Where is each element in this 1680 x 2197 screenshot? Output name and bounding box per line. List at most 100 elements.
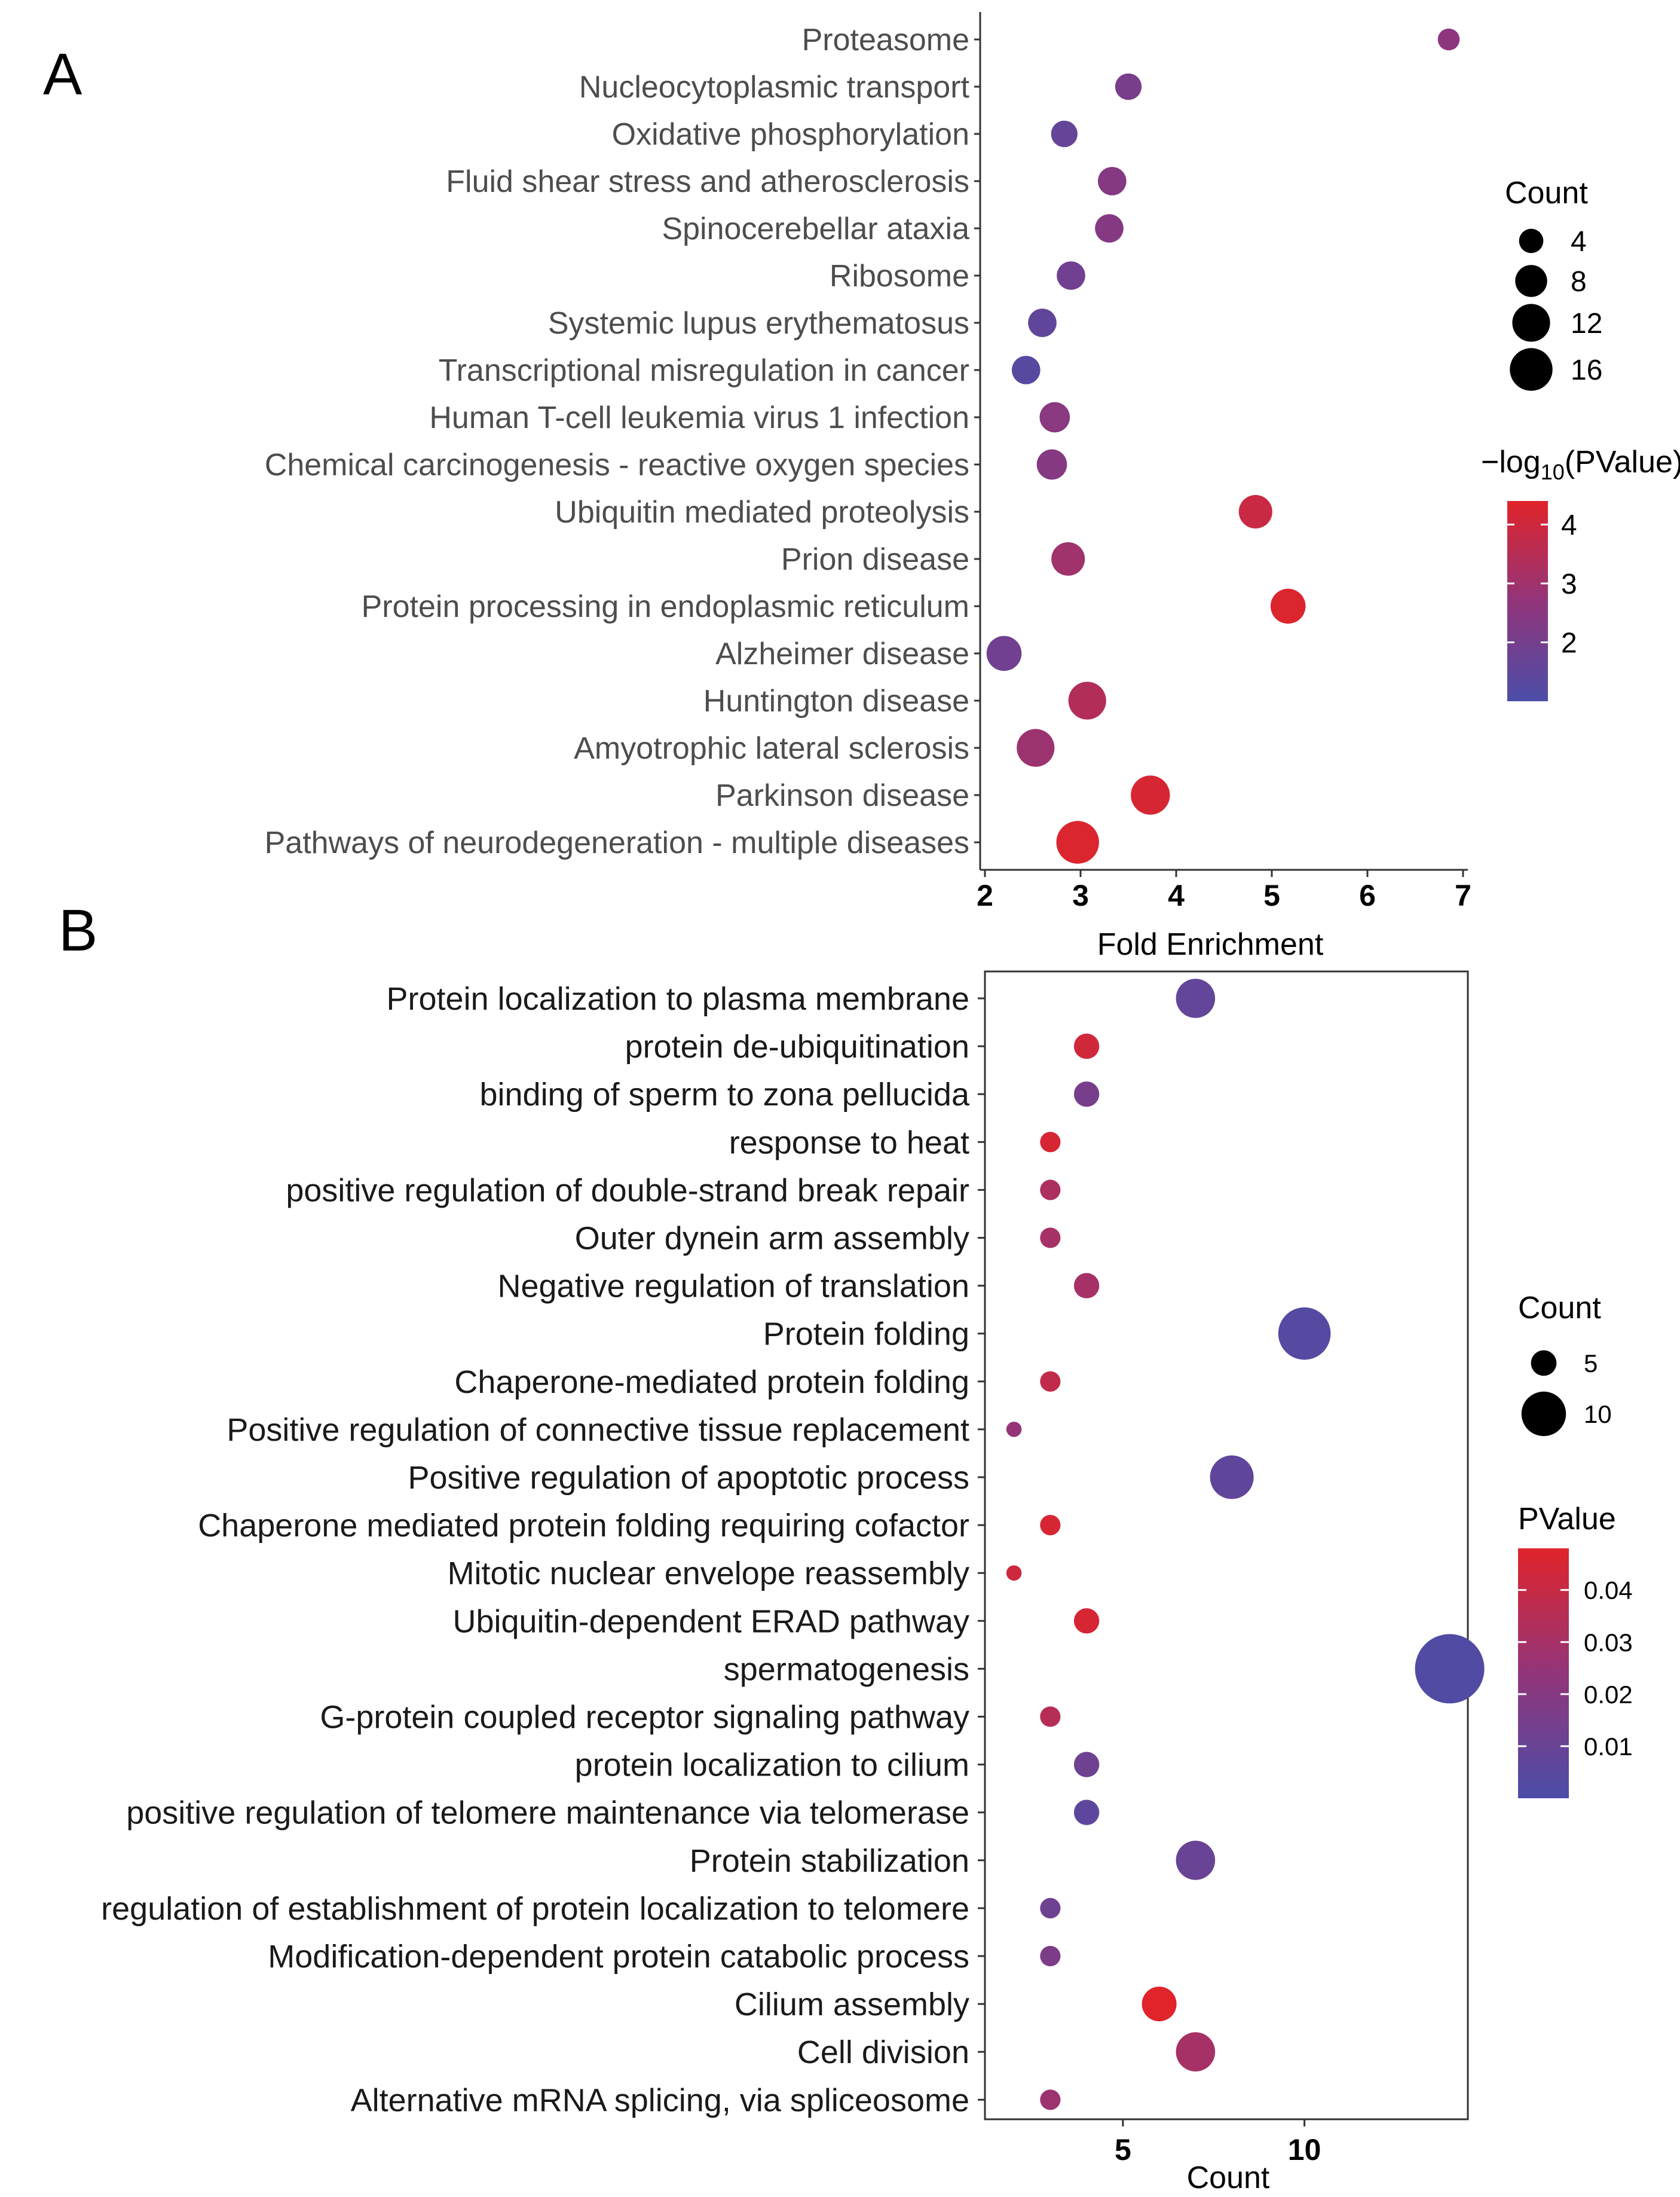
panel-a-dot (1028, 308, 1057, 337)
panel-a-term-label: Pathways of neurodegeneration - multiple… (265, 826, 969, 860)
panel-a-dot (1036, 449, 1067, 480)
panel-b-dot (1278, 1307, 1331, 1360)
panel-b-colorbar-label: 0.01 (1584, 1732, 1633, 1761)
panel-a-term-label: Prion disease (781, 542, 969, 577)
panel-b-dot (1073, 1273, 1100, 1298)
panel-a-legend: Count 4 8 12 16 −log10(PValue) 2 3 4 (1481, 176, 1680, 701)
panel-a-dot (1131, 775, 1170, 815)
panel-b-dot (1176, 979, 1216, 1018)
panel-b-dot (1006, 1565, 1022, 1581)
panel-b-term-label: Alternative mRNA splicing, via spliceoso… (351, 2082, 969, 2118)
panel-a-dot (1039, 402, 1070, 433)
panel-b-colorbar (1518, 1548, 1569, 1798)
panel-a-term-label: Huntington disease (703, 684, 969, 719)
panel-b-term-label: Chaperone mediated protein folding requi… (198, 1508, 969, 1544)
panel-a-color-legend-title: −log10(PValue) (1481, 445, 1680, 484)
panel-a-dot (1051, 120, 1078, 148)
panel-b-term-label: Ubiquitin-dependent ERAD pathway (452, 1603, 969, 1639)
panel-a-x-axis-title: Fold Enrichment (1097, 927, 1324, 962)
panel-b-size-legend-label: 5 (1584, 1349, 1598, 1377)
panel-a-term-label: Amyotrophic lateral sclerosis (574, 731, 969, 766)
panel-b-dot-plot: Protein localization to plasma membrane p… (101, 970, 1633, 2195)
panel-b-term-label: Mitotic nuclear envelope reassembly (448, 1556, 969, 1591)
panel-a-term-label: Ribosome (830, 259, 969, 294)
panel-b-term-label: G-protein coupled receptor signaling pat… (320, 1700, 969, 1735)
panel-a-dot (1051, 542, 1085, 576)
panel-a-term-label: Systemic lupus erythematosus (548, 306, 969, 341)
panel-a-size-legend-label: 8 (1571, 266, 1587, 298)
panel-a-term-label: Transcriptional misregulation in cancer (439, 353, 969, 388)
panel-a-dot (1068, 682, 1106, 720)
panel-a-x-tick-label: 3 (1072, 879, 1089, 912)
panel-b-dot (1040, 2089, 1061, 2110)
panel-b-x-tick-label: 10 (1288, 2133, 1321, 2167)
panel-b-color-legend-title: PValue (1518, 1502, 1616, 1536)
panel-a-size-legend-label: 12 (1571, 308, 1602, 340)
panel-b-x-axis-title: Count (1187, 2161, 1270, 2195)
panel-a-x-tick-label: 7 (1455, 879, 1471, 912)
panel-a-dot (986, 635, 1022, 671)
panel-b-colorbar-label: 0.04 (1584, 1576, 1633, 1605)
panel-b-term-label: Cell division (797, 2034, 969, 2070)
panel-a-term-label: Proteasome (802, 23, 969, 57)
panel-b-dot (1040, 1132, 1061, 1153)
panel-b-term-label: regulation of establishment of protein l… (101, 1891, 969, 1927)
panel-a-dot (1057, 261, 1085, 290)
panel-a-size-legend-dot (1512, 304, 1550, 342)
panel-b-term-label: spermatogenesis (724, 1651, 969, 1687)
panel-a-size-legend-dot (1515, 265, 1547, 297)
panel-b-dot (1040, 1945, 1061, 1967)
panel-a-x-tick-label: 5 (1263, 879, 1280, 912)
panel-a-term-label: Fluid shear stress and atherosclerosis (446, 164, 969, 199)
panel-a-term-label: Oxidative phosphorylation (612, 117, 969, 152)
panel-b-term-label: Positive regulation of connective tissue… (227, 1412, 969, 1448)
panel-a-x-tick-label: 2 (977, 879, 993, 912)
panel-b-dot (1415, 1634, 1485, 1704)
panel-a-dot (1115, 73, 1142, 100)
panel-a-term-label: Nucleocytoplasmic transport (579, 70, 970, 105)
panel-b-size-legend-dot (1531, 1350, 1557, 1376)
panel-b-term-label: Protein stabilization (690, 1843, 969, 1879)
panel-b-legend: Count 5 10 PValue 0.01 0.02 0.03 0.04 (1518, 1291, 1633, 1798)
panel-b-size-legend-dot (1521, 1391, 1566, 1437)
panel-b-term-label: positive regulation of telomere maintena… (126, 1795, 969, 1831)
panel-a-term-label: Protein processing in endoplasmic reticu… (362, 589, 969, 624)
panel-a-colorbar (1507, 501, 1548, 701)
panel-a-dot (1270, 588, 1306, 624)
panel-a-x-tick-label: 6 (1359, 879, 1376, 912)
panel-a-term-label: Parkinson disease (715, 778, 969, 813)
panel-a-dot (1097, 167, 1127, 195)
panel-b-dot (1176, 2032, 1216, 2071)
panel-a-x-tick-label: 4 (1168, 879, 1185, 912)
panel-b-term-label: Cilium assembly (735, 1987, 969, 2022)
panel-b-term-label: Outer dynein arm assembly (575, 1221, 969, 1257)
panel-a-colorbar-label: 3 (1561, 569, 1577, 600)
panel-a-size-legend-dot (1510, 348, 1553, 391)
panel-b-term-label: protein localization to cilium (575, 1747, 969, 1783)
panel-b-term-label: Chaperone-mediated protein folding (454, 1364, 969, 1400)
panel-a-dot (1017, 729, 1055, 767)
panel-b-dot (1176, 1841, 1216, 1880)
panel-b-dot (1040, 1227, 1061, 1248)
panel-b-colorbar-label: 0.03 (1584, 1628, 1633, 1657)
panel-b-term-label: Protein localization to plasma membrane (387, 981, 969, 1017)
panel-b-term-label: Protein folding (763, 1316, 969, 1352)
panel-b-plot-frame (984, 970, 1469, 2120)
panel-b-dot (1006, 1422, 1022, 1437)
panel-a-term-label: Ubiquitin mediated proteolysis (555, 495, 969, 530)
panel-a-colorbar-label: 2 (1561, 627, 1577, 659)
panel-a-dot (1437, 28, 1460, 51)
panel-letter-b: B (59, 897, 97, 963)
panel-b-dot (1073, 1799, 1100, 1825)
panel-b-size-legend-label: 10 (1584, 1400, 1612, 1428)
panel-b-dot (1040, 1706, 1061, 1727)
panel-b-term-label: response to heat (729, 1125, 969, 1160)
panel-b-term-label: positive regulation of double-strand bre… (286, 1172, 969, 1208)
panel-a-dot-plot: Proteasome Nucleocytoplasmic transport Oxi… (265, 12, 1680, 962)
panel-b-dot (1040, 1515, 1061, 1536)
panel-b-dot (1073, 1081, 1100, 1107)
panel-b-dot (1073, 1608, 1100, 1634)
panel-a-term-label: Spinocerebellar ataxia (662, 212, 969, 246)
panel-a-size-legend-dot (1519, 228, 1544, 253)
panel-b-size-legend-title: Count (1518, 1291, 1601, 1325)
